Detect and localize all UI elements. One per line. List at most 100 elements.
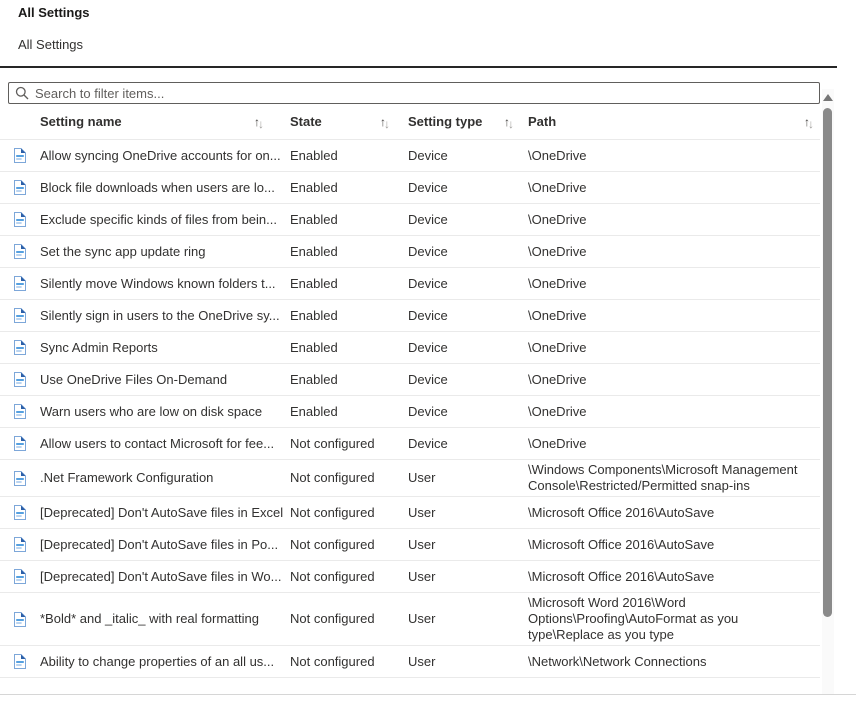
setting-state: Enabled	[290, 403, 338, 419]
column-header-setting-name[interactable]: Setting name ↑↓	[40, 114, 290, 131]
setting-path: \OneDrive	[528, 435, 587, 451]
document-icon	[0, 537, 40, 552]
settings-table: Setting name ↑↓ State ↑↓ Setting type ↑↓…	[0, 104, 820, 678]
setting-name[interactable]: Silently sign in users to the OneDrive s…	[40, 307, 280, 323]
setting-state: Not configured	[290, 653, 375, 669]
setting-type: Device	[408, 435, 448, 451]
table-row[interactable]: Silently sign in users to the OneDrive s…	[0, 300, 820, 332]
page-title: All Settings	[18, 5, 90, 20]
table-row[interactable]: .Net Framework Configuration Not configu…	[0, 460, 820, 497]
setting-state: Not configured	[290, 470, 375, 485]
table-row[interactable]: Warn users who are low on disk space Ena…	[0, 396, 820, 428]
setting-state: Not configured	[290, 568, 375, 584]
table-row[interactable]: Use OneDrive Files On-Demand Enabled Dev…	[0, 364, 820, 396]
setting-state: Enabled	[290, 211, 338, 227]
table-row[interactable]: Silently move Windows known folders t...…	[0, 268, 820, 300]
document-icon	[0, 372, 40, 387]
search-input[interactable]	[8, 82, 820, 104]
setting-path: \Network\Network Connections	[528, 653, 707, 669]
document-icon	[0, 308, 40, 323]
setting-name[interactable]: Allow syncing OneDrive accounts for on..…	[40, 147, 281, 163]
setting-type: User	[408, 504, 436, 520]
sort-icon[interactable]: ↑↓	[504, 114, 514, 131]
setting-path: \OneDrive	[528, 307, 587, 323]
setting-type: Device	[408, 243, 448, 259]
sort-icon[interactable]: ↑↓	[380, 114, 390, 131]
table-row[interactable]: Ability to change properties of an all u…	[0, 646, 820, 678]
table-row[interactable]: Sync Admin Reports Enabled Device \OneDr…	[0, 332, 820, 364]
setting-path: \Microsoft Office 2016\AutoSave	[528, 504, 715, 520]
document-icon	[0, 505, 40, 520]
setting-state: Enabled	[290, 371, 338, 387]
setting-name[interactable]: Use OneDrive Files On-Demand	[40, 371, 228, 387]
setting-path: \OneDrive	[528, 243, 587, 259]
setting-name[interactable]: Set the sync app update ring	[40, 243, 206, 259]
scrollbar-thumb[interactable]	[823, 108, 832, 617]
column-label: State	[290, 114, 322, 129]
table-row[interactable]: Allow users to contact Microsoft for fee…	[0, 428, 820, 460]
setting-state: Not configured	[290, 435, 375, 451]
setting-state: Enabled	[290, 307, 338, 323]
table-row[interactable]: Set the sync app update ring Enabled Dev…	[0, 236, 820, 268]
setting-path: \OneDrive	[528, 339, 587, 355]
setting-name[interactable]: Silently move Windows known folders t...	[40, 275, 276, 291]
table-row[interactable]: Block file downloads when users are lo..…	[0, 172, 820, 204]
setting-path: \OneDrive	[528, 371, 587, 387]
setting-path: \OneDrive	[528, 211, 587, 227]
title-divider	[0, 66, 837, 68]
table-row[interactable]: [Deprecated] Don't AutoSave files in Po.…	[0, 529, 820, 561]
document-icon	[0, 180, 40, 195]
setting-type: Device	[408, 371, 448, 387]
setting-type: Device	[408, 275, 448, 291]
setting-state: Enabled	[290, 339, 338, 355]
table-row[interactable]: [Deprecated] Don't AutoSave files in Exc…	[0, 497, 820, 529]
setting-name[interactable]: Exclude specific kinds of files from bei…	[40, 211, 277, 227]
table-row[interactable]: [Deprecated] Don't AutoSave files in Wo.…	[0, 561, 820, 593]
table-body: Allow syncing OneDrive accounts for on..…	[0, 140, 820, 678]
setting-path: \OneDrive	[528, 179, 587, 195]
setting-name[interactable]: Block file downloads when users are lo..…	[40, 179, 275, 195]
setting-state: Enabled	[290, 243, 338, 259]
document-icon	[0, 148, 40, 163]
setting-state: Not configured	[290, 611, 375, 626]
search-box	[8, 82, 820, 104]
scroll-up-arrow-icon[interactable]	[823, 94, 833, 101]
setting-name[interactable]: [Deprecated] Don't AutoSave files in Exc…	[40, 504, 284, 520]
document-icon	[0, 611, 40, 627]
table-row[interactable]: Allow syncing OneDrive accounts for on..…	[0, 140, 820, 172]
setting-name[interactable]: Allow users to contact Microsoft for fee…	[40, 435, 275, 451]
setting-type: User	[408, 470, 436, 485]
setting-type: Device	[408, 403, 448, 419]
column-label: Setting type	[408, 114, 483, 129]
setting-path: \Microsoft Office 2016\AutoSave	[528, 568, 715, 584]
setting-state: Enabled	[290, 275, 338, 291]
document-icon	[0, 569, 40, 584]
vertical-scrollbar[interactable]	[822, 89, 834, 694]
setting-type: User	[408, 536, 436, 552]
document-icon	[0, 404, 40, 419]
table-row[interactable]: Exclude specific kinds of files from bei…	[0, 204, 820, 236]
setting-type: User	[408, 611, 436, 626]
setting-state: Not configured	[290, 504, 375, 520]
document-icon	[0, 654, 40, 669]
sort-icon[interactable]: ↑↓	[804, 114, 814, 131]
document-icon	[0, 212, 40, 227]
setting-type: Device	[408, 147, 448, 163]
column-header-path[interactable]: Path ↑↓	[528, 114, 820, 131]
setting-path: \Microsoft Office 2016\AutoSave	[528, 536, 715, 552]
setting-name[interactable]: .Net Framework Configuration	[40, 470, 214, 485]
setting-name[interactable]: *Bold* and _italic_ with real formatting	[40, 611, 259, 626]
setting-name[interactable]: Warn users who are low on disk space	[40, 403, 263, 419]
setting-path: \OneDrive	[528, 275, 587, 291]
table-row[interactable]: *Bold* and _italic_ with real formatting…	[0, 593, 820, 646]
column-label: Path	[528, 114, 557, 129]
setting-name[interactable]: Sync Admin Reports	[40, 339, 158, 355]
setting-state: Enabled	[290, 147, 338, 163]
setting-name[interactable]: [Deprecated] Don't AutoSave files in Wo.…	[40, 568, 282, 584]
sort-icon[interactable]: ↑↓	[254, 114, 264, 131]
setting-name[interactable]: [Deprecated] Don't AutoSave files in Po.…	[40, 536, 279, 552]
column-header-setting-type[interactable]: Setting type ↑↓	[408, 114, 528, 131]
document-icon	[0, 276, 40, 291]
column-header-state[interactable]: State ↑↓	[290, 114, 408, 131]
setting-name[interactable]: Ability to change properties of an all u…	[40, 653, 275, 669]
